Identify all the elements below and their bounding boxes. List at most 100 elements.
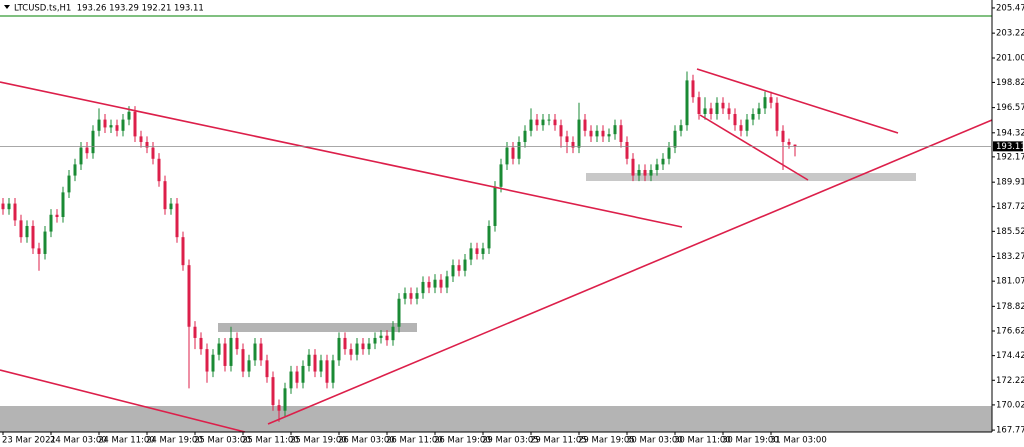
candle-body bbox=[769, 97, 773, 103]
candle-body bbox=[493, 186, 497, 226]
trendline bbox=[267, 119, 993, 425]
candle-body bbox=[247, 360, 251, 372]
candle-body bbox=[457, 265, 461, 271]
candle-body bbox=[211, 354, 215, 372]
x-tick-label: 24 Mar 19:00 bbox=[146, 436, 203, 446]
candle-body bbox=[571, 141, 575, 148]
candle-body bbox=[397, 298, 401, 327]
candle-body bbox=[271, 377, 275, 406]
candle-body bbox=[763, 97, 767, 109]
candle-body bbox=[685, 80, 689, 126]
candle-body bbox=[607, 134, 611, 137]
candle-body bbox=[511, 147, 515, 159]
candle-body bbox=[595, 130, 599, 137]
candle-body bbox=[25, 225, 29, 238]
candle-body bbox=[79, 147, 83, 165]
candle-body bbox=[43, 231, 47, 254]
zone-rect bbox=[218, 323, 417, 332]
candle-body bbox=[523, 130, 527, 142]
x-tick-label: 25 Mar 03:00 bbox=[194, 436, 251, 446]
candle-body bbox=[1, 203, 5, 210]
candle-body bbox=[727, 108, 731, 114]
candle-body bbox=[781, 130, 785, 142]
candle-body bbox=[637, 169, 641, 176]
candle-body bbox=[235, 337, 239, 350]
candle-body bbox=[349, 349, 353, 355]
candle-body bbox=[487, 225, 491, 249]
candle-body bbox=[673, 130, 677, 148]
candle-body bbox=[151, 147, 155, 159]
x-tick-label: 30 Mar 19:00 bbox=[722, 436, 779, 446]
x-tick-label: 30 Mar 11:00 bbox=[674, 436, 731, 446]
candle-body bbox=[49, 214, 53, 232]
candle-body bbox=[787, 141, 791, 145]
candle-body bbox=[565, 136, 569, 142]
candle-body bbox=[67, 175, 71, 193]
candle-body bbox=[37, 248, 41, 254]
candle-body bbox=[115, 125, 119, 131]
y-tick-label: 196.57 bbox=[996, 103, 1024, 113]
candle-body bbox=[409, 293, 413, 299]
plot bbox=[0, 15, 992, 432]
candle-body bbox=[661, 158, 665, 165]
candle-body bbox=[379, 335, 383, 338]
candle-body bbox=[775, 102, 779, 131]
candle-body bbox=[31, 225, 35, 249]
candle-body bbox=[55, 214, 59, 218]
candle-body bbox=[427, 281, 431, 288]
zone-rect bbox=[586, 173, 916, 181]
x-tick-label: 23 Mar 2021 bbox=[2, 436, 56, 446]
x-tick-label: 31 Mar 03:00 bbox=[770, 436, 827, 446]
candle-body bbox=[187, 265, 191, 327]
candle-body bbox=[421, 281, 425, 294]
candle-body bbox=[601, 130, 605, 137]
candle-body bbox=[181, 237, 185, 266]
candle-body bbox=[193, 326, 197, 338]
candle-body bbox=[277, 405, 281, 411]
y-tick-label: 201.00 bbox=[996, 54, 1024, 64]
candle-body bbox=[157, 158, 161, 182]
candle-body bbox=[751, 113, 755, 120]
candle-body bbox=[481, 248, 485, 254]
y-tick-label: 205.47 bbox=[996, 3, 1024, 13]
candle-body bbox=[241, 349, 245, 372]
menu-icon[interactable] bbox=[4, 5, 10, 9]
candle-body bbox=[745, 119, 749, 131]
candle-body bbox=[265, 360, 269, 378]
candle-body bbox=[289, 371, 293, 389]
candle-body bbox=[223, 343, 227, 366]
candle-body bbox=[133, 111, 137, 137]
candle-body bbox=[757, 108, 761, 114]
candle-body bbox=[295, 371, 299, 383]
y-tick-label: 167.77 bbox=[996, 426, 1024, 436]
y-tick-label: 192.17 bbox=[996, 152, 1024, 162]
candle-body bbox=[73, 164, 77, 176]
x-tick-label: 26 Mar 19:00 bbox=[434, 436, 491, 446]
candle-body bbox=[733, 113, 737, 126]
candle-body bbox=[325, 360, 329, 383]
zone-rect bbox=[0, 406, 992, 432]
candle-body bbox=[373, 337, 377, 344]
candle-body bbox=[301, 365, 305, 383]
y-tick-label: 189.91 bbox=[996, 178, 1024, 188]
x-tick-label: 26 Mar 11:00 bbox=[386, 436, 443, 446]
y-tick-label: 194.32 bbox=[996, 128, 1024, 138]
chart-title: LTCUSD.ts,H1 193.26 193.29 192.21 193.11 bbox=[14, 4, 204, 14]
candle-body bbox=[475, 248, 479, 254]
candle-body bbox=[535, 119, 539, 126]
candle-body bbox=[307, 354, 311, 366]
trendline bbox=[0, 369, 246, 433]
candle-body bbox=[559, 125, 563, 137]
candle-body bbox=[589, 130, 593, 137]
candle-body bbox=[697, 97, 701, 114]
candle-body bbox=[505, 147, 509, 165]
candle-body bbox=[145, 141, 149, 148]
candle-body bbox=[517, 141, 521, 159]
candle-body bbox=[91, 130, 95, 154]
candle-body bbox=[337, 337, 341, 361]
candle-body bbox=[385, 335, 389, 341]
candle-body bbox=[109, 125, 113, 128]
y-tick-label: 185.52 bbox=[996, 227, 1024, 237]
x-tick-label: 24 Mar 03:00 bbox=[50, 436, 107, 446]
